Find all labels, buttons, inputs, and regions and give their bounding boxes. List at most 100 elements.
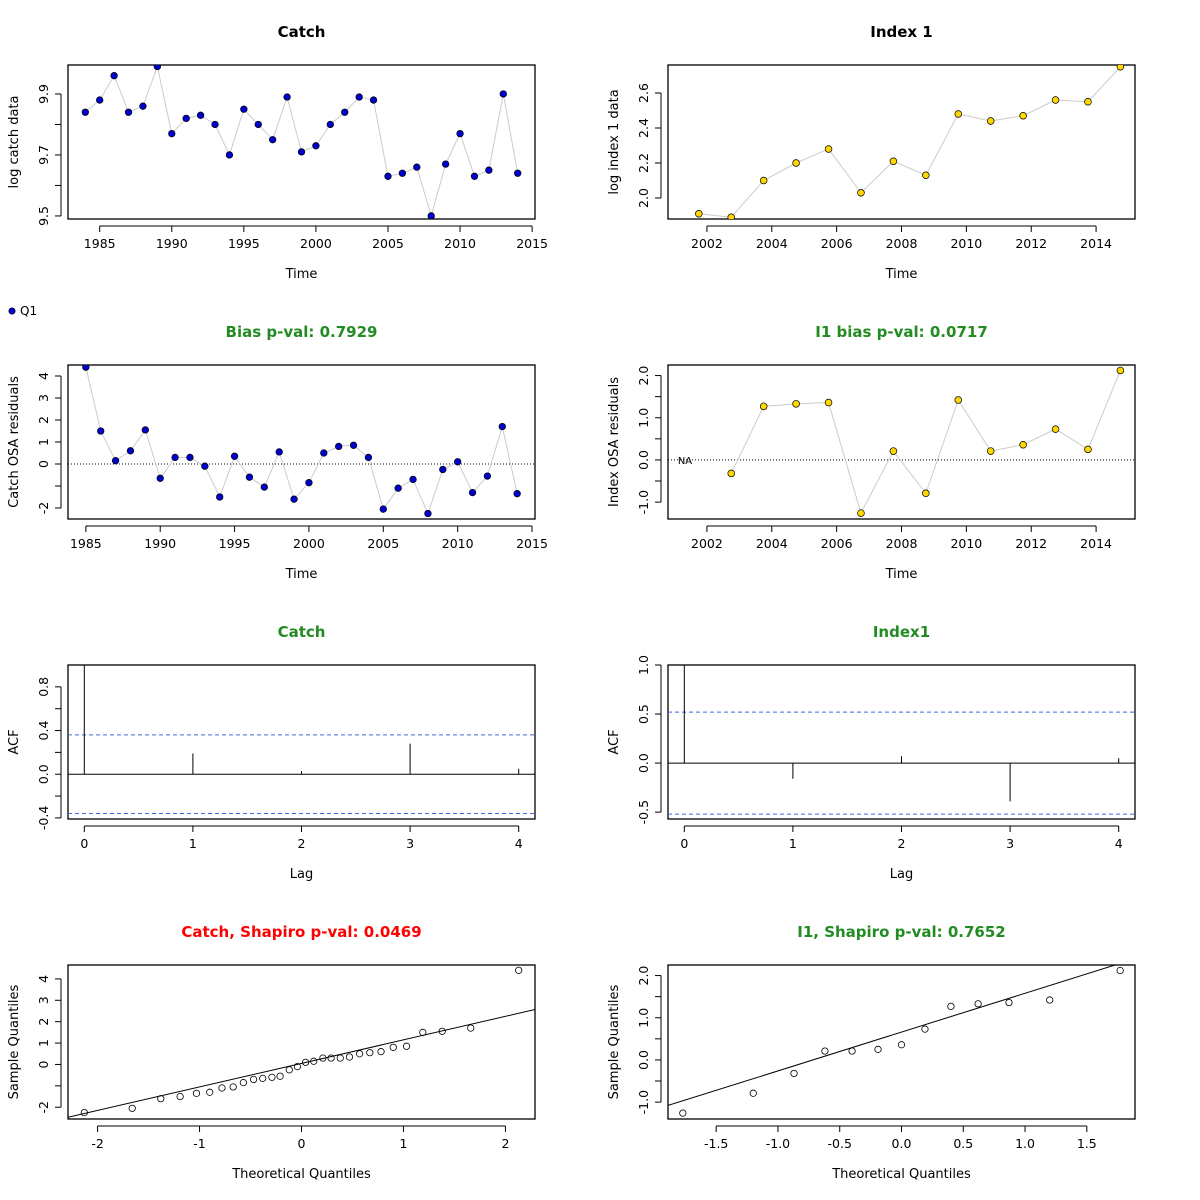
data-point	[168, 129, 176, 138]
x-tick-label: 0	[80, 836, 88, 851]
data-point	[498, 422, 506, 431]
y-tick-label: 2	[36, 416, 51, 424]
x-tick-label: 1	[189, 836, 197, 851]
data-point	[335, 442, 343, 451]
x-tick-label: 1995	[219, 536, 251, 551]
y-axis-label: Sample Quantiles	[607, 984, 622, 1099]
y-tick-label: 0.5	[636, 704, 651, 724]
y-tick-label: 0.0	[36, 764, 51, 784]
data-point	[441, 160, 450, 168]
data-point	[1116, 366, 1125, 375]
data-point	[141, 426, 149, 434]
qq-point	[438, 1027, 446, 1035]
data-point	[986, 447, 995, 455]
data-point	[156, 474, 164, 482]
y-axis-label: Sample Quantiles	[7, 984, 22, 1099]
data-point	[364, 453, 373, 462]
x-tick-label: 1995	[228, 236, 260, 251]
qq-point	[239, 1079, 247, 1087]
x-tick-label: 2014	[1080, 236, 1112, 251]
y-tick-label: 4	[36, 975, 51, 983]
chart-title: Catch	[278, 23, 326, 41]
x-axis-label: Time	[885, 567, 918, 582]
y-tick-label: 1	[36, 438, 51, 446]
y-axis: -2 0 1 2 3 4	[36, 975, 62, 1113]
qq-point	[218, 1084, 226, 1092]
x-axis-label: Lag	[290, 867, 313, 882]
plot-frame	[67, 364, 536, 520]
panel-catch_acf: Catch Lag ACF 0 1 2 3 4 -0.4 0.0 0.4 0.8	[7, 623, 536, 882]
y-axis-label: Index OSA residuals	[607, 377, 622, 507]
y-tick-label: 1.0	[636, 655, 651, 675]
y-tick-label: 0.8	[36, 677, 51, 697]
data-point	[96, 96, 104, 104]
data-point	[355, 93, 363, 101]
y-tick-label: 0.0	[636, 1050, 651, 1070]
data-point	[986, 117, 995, 125]
data-point	[369, 96, 378, 104]
x-tick-label: 0	[680, 836, 688, 851]
data-point	[211, 120, 219, 129]
data-point	[514, 169, 522, 177]
data-point	[499, 90, 507, 98]
data-point	[483, 472, 492, 480]
x-tick-label: 1	[399, 1136, 407, 1151]
data-point	[468, 488, 477, 497]
x-tick-label: 1990	[156, 236, 188, 251]
x-tick-label: -2	[91, 1136, 103, 1151]
data-point	[792, 400, 800, 408]
chart-title: I1, Shapiro p-val: 0.7652	[797, 923, 1005, 941]
panel-catch_resid: Bias p-val: 0.7929 Time Catch OSA residual…	[7, 323, 548, 582]
qq-point	[345, 1053, 354, 1061]
qq-point	[1005, 998, 1013, 1007]
x-tick-label: 1985	[84, 236, 116, 251]
data-point	[341, 108, 349, 116]
panel-index_resid: I1 bias p-val: 0.0717 Time Index OSA resid…	[607, 323, 1136, 582]
x-tick-label: 2010	[442, 536, 474, 551]
qq-point	[874, 1045, 882, 1053]
qq-reference-line	[668, 965, 1117, 1106]
qq-point	[366, 1049, 374, 1057]
x-tick-label: 2	[298, 836, 306, 851]
data-point	[1116, 65, 1125, 71]
plot-frame	[667, 664, 1136, 820]
y-tick-label: 3	[36, 394, 51, 402]
qq-point	[285, 1066, 293, 1074]
data-point	[439, 465, 447, 474]
x-axis-label: Theoretical Quantiles	[831, 1167, 971, 1182]
x-tick-label: 1.0	[1015, 1136, 1035, 1151]
x-axis: 0 1 2 3 4	[80, 825, 523, 851]
qq-point	[310, 1057, 318, 1065]
data-point	[1019, 111, 1027, 120]
data-point	[225, 151, 234, 159]
x-tick-label: 2000	[300, 236, 332, 251]
x-tick-label: 2005	[372, 236, 404, 251]
x-axis-label: Time	[885, 267, 918, 282]
x-tick-label: -1	[193, 1136, 205, 1151]
panel-catch_qq: Catch, Shapiro p-val: 0.0469 Theoretical …	[7, 923, 536, 1182]
x-tick-label: 1	[789, 836, 797, 851]
x-axis-label: Lag	[890, 867, 913, 882]
x-tick-label: 2008	[886, 236, 918, 251]
y-axis-label: log index 1 data	[607, 89, 622, 194]
data-point	[254, 120, 262, 129]
data-point	[110, 72, 118, 80]
plot-frame	[67, 664, 536, 820]
y-axis-label: ACF	[607, 729, 622, 754]
x-tick-label: 2015	[516, 236, 548, 251]
y-tick-label: 4	[36, 372, 51, 380]
x-tick-label: 2004	[756, 236, 788, 251]
qq-point	[389, 1043, 397, 1051]
plot-area	[668, 665, 1135, 815]
data-point	[727, 469, 735, 478]
qq-point	[1116, 966, 1124, 975]
data-point	[413, 163, 421, 171]
y-tick-label: 0.0	[636, 450, 651, 470]
data-point	[269, 136, 277, 144]
x-tick-label: 4	[515, 836, 523, 851]
data-point	[824, 145, 833, 153]
y-tick-label: 9.9	[36, 84, 51, 104]
data-point	[320, 449, 328, 457]
x-tick-label: -0.5	[828, 1136, 852, 1151]
